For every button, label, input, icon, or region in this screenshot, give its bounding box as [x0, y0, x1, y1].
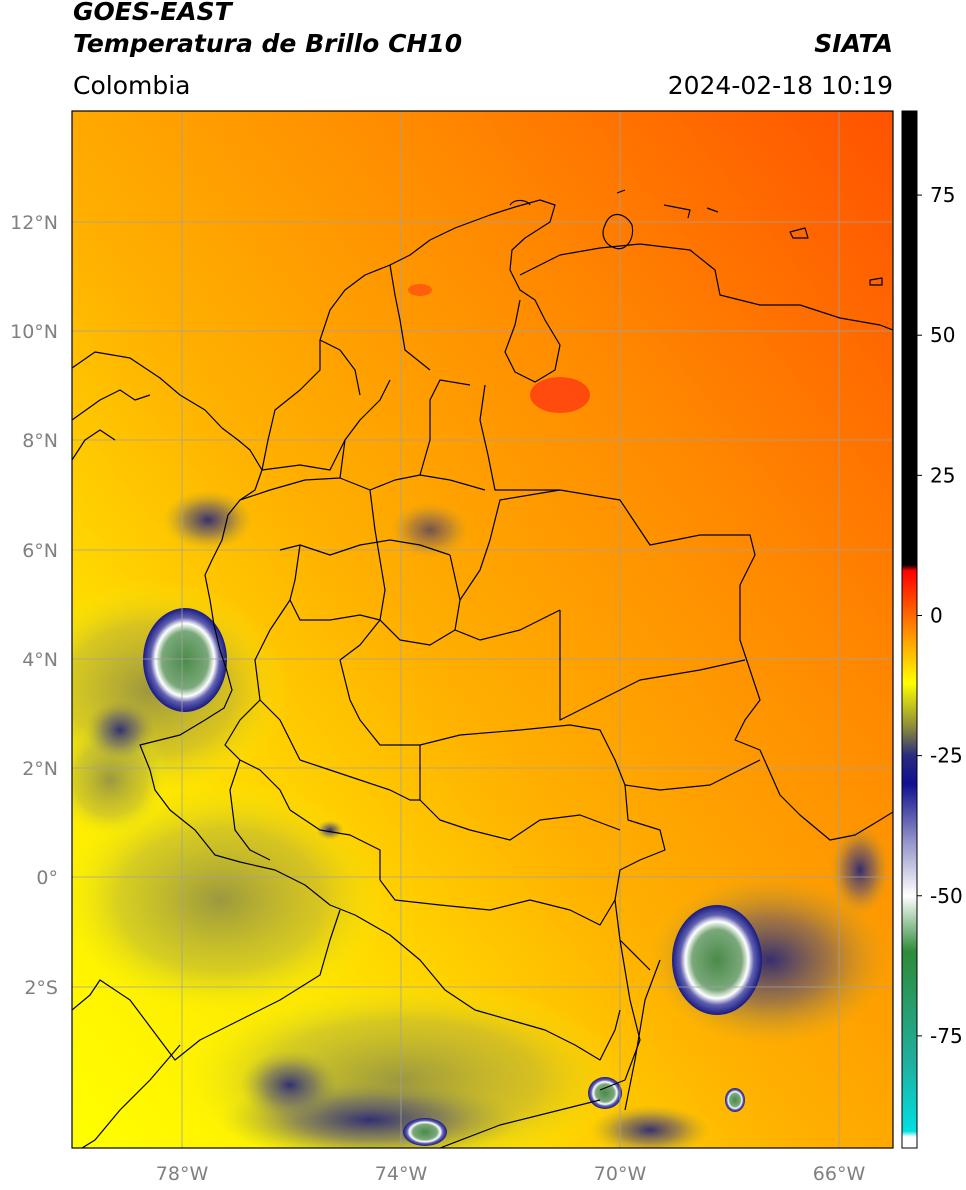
- department-border: [419, 745, 621, 841]
- department-border: [559, 610, 746, 721]
- department-border: [299, 759, 420, 801]
- lat-tick-label: 2°S: [24, 977, 58, 999]
- department-border: [339, 379, 391, 479]
- lon-tick-label: 70°W: [594, 1163, 647, 1185]
- lat-tick-label: 6°N: [22, 540, 58, 562]
- colorbar-frame: [901, 110, 918, 1149]
- lat-tick-label: 8°N: [22, 430, 58, 452]
- storm-core: [725, 1088, 745, 1112]
- colorbar-label: 75: [930, 183, 955, 207]
- border: [439, 1099, 601, 1148]
- longitude-ticks: 78°W 74°W 70°W 66°W: [156, 1163, 866, 1185]
- panama-coast: [72, 389, 151, 421]
- satellite-name: GOES-EAST: [73, 0, 232, 26]
- department-border: [289, 809, 381, 880]
- haze-region: [170, 980, 630, 1148]
- map-frame: [71, 110, 894, 1149]
- colorbar-label: -25: [930, 744, 963, 768]
- lon-tick-label: 66°W: [813, 1163, 866, 1185]
- department-border: [339, 489, 386, 661]
- department-border: [389, 264, 431, 371]
- colorbar-label: -75: [930, 1024, 963, 1048]
- department-border: [449, 554, 461, 601]
- border: [81, 1044, 181, 1148]
- lat-tick-label: 12°N: [10, 212, 58, 234]
- colorbar-labels: 75 50 25 0 -25 -50 -75: [930, 183, 963, 1048]
- pacific-coast-peru-border: [72, 351, 621, 1061]
- lon-tick-label: 74°W: [375, 1163, 428, 1185]
- island-coast: [663, 204, 691, 219]
- colorbar-label: 25: [930, 463, 955, 487]
- island-coast: [869, 277, 883, 286]
- island-coast: [706, 207, 719, 213]
- department-border: [419, 724, 761, 791]
- storm-core: [143, 608, 227, 712]
- border: [599, 939, 641, 1091]
- venezuela-coast: [519, 243, 893, 331]
- lat-tick-label: 10°N: [10, 321, 58, 343]
- gridlines: [72, 111, 893, 1148]
- lon-tick-label: 78°W: [156, 1163, 209, 1185]
- cloud-cluster: [240, 1050, 340, 1120]
- storm-core: [672, 905, 762, 1015]
- colombia-brazil-border: [614, 784, 666, 971]
- satellite-imagery: [72, 111, 893, 1148]
- warm-spot: [530, 377, 590, 413]
- colombia-venezuela-border: [479, 384, 893, 841]
- colorbar-ticks: [917, 194, 922, 1037]
- product-name: Temperatura de Brillo CH10: [73, 29, 463, 58]
- border: [624, 959, 661, 1111]
- haze-region: [72, 780, 390, 1020]
- storm-core: [588, 1077, 622, 1109]
- colombia-peru-border: [379, 879, 616, 926]
- storm-core: [403, 1118, 447, 1146]
- agency-label: SIATA: [814, 29, 893, 58]
- island-coast: [602, 213, 634, 250]
- cloud-cluster: [390, 502, 470, 558]
- ecuador-peru-border: [72, 909, 341, 1061]
- island-coast: [616, 189, 626, 194]
- cloud-cluster: [316, 820, 344, 840]
- island-coast: [789, 227, 809, 239]
- lat-tick-label: 2°N: [22, 758, 58, 780]
- lat-tick-label: 0°: [36, 867, 58, 889]
- cloud-cluster: [830, 825, 890, 915]
- panama-coast: [72, 429, 116, 461]
- department-border: [229, 759, 271, 861]
- boundaries: [72, 189, 893, 1148]
- department-border: [379, 619, 456, 646]
- colorbar-label: 50: [930, 323, 955, 347]
- cloud-cluster: [85, 700, 155, 760]
- colorbar: 75 50 25 0 -25 -50 -75: [901, 110, 963, 1149]
- lat-tick-label: 4°N: [22, 649, 58, 671]
- department-border: [261, 439, 346, 471]
- datetime-label: 2024-02-18 10:19: [667, 71, 893, 100]
- map-title: GOES-EAST Temperatura de Brillo CH10: [73, 0, 462, 60]
- colorbar-scale: [902, 111, 917, 1148]
- cloud-cluster: [163, 490, 253, 550]
- island-coast: [509, 199, 531, 206]
- warm-spot: [408, 284, 432, 296]
- latitude-ticks: 12°N 10°N 8°N 6°N 4°N 2°N 0° 2°S: [10, 212, 58, 999]
- department-border: [289, 544, 381, 621]
- department-border: [419, 379, 471, 476]
- colorbar-label: 0: [930, 603, 943, 627]
- region-label: Colombia: [73, 71, 191, 100]
- department-border: [339, 659, 420, 746]
- colorbar-label: -50: [930, 884, 963, 908]
- department-border: [319, 339, 361, 396]
